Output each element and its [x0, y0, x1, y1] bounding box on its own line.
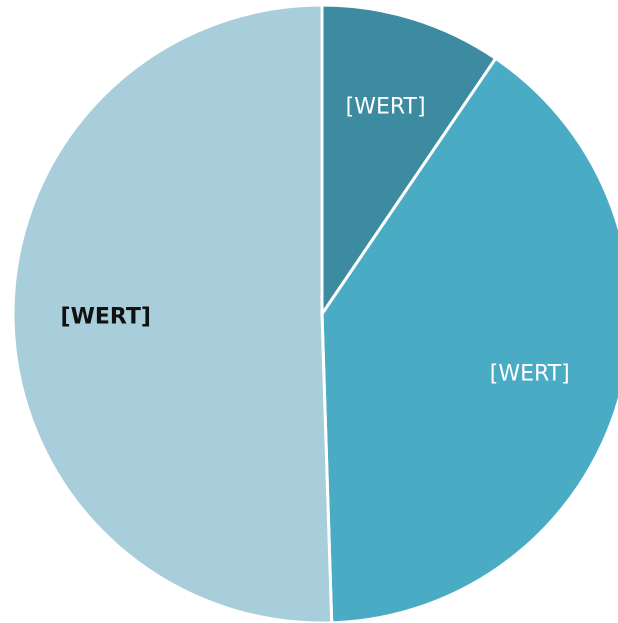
data-label: [WERT] — [490, 361, 570, 386]
pie-slice — [11, 3, 334, 623]
pie-slice — [320, 3, 498, 316]
data-label: [WERT] — [61, 304, 151, 329]
data-label: [WERT] — [346, 94, 426, 119]
pie-slice — [320, 56, 618, 623]
